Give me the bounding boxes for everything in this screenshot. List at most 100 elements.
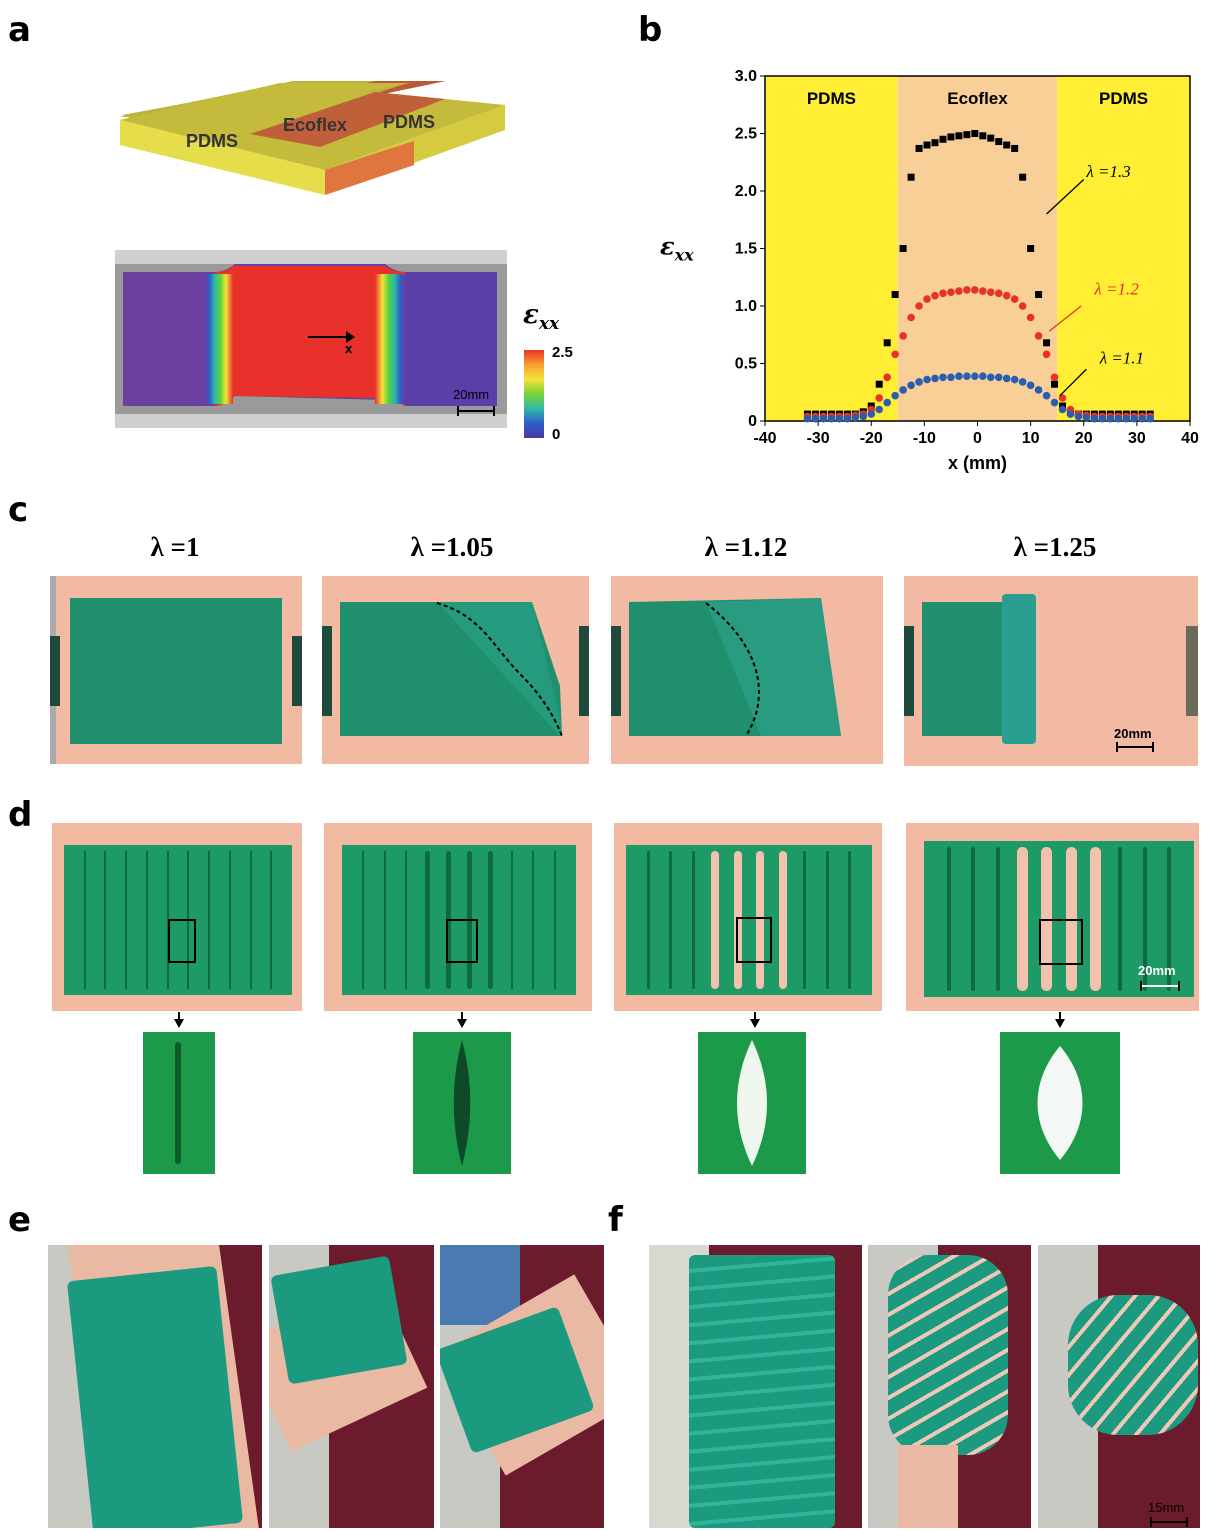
data-point	[1026, 313, 1035, 322]
kirigami-sheet	[626, 845, 872, 995]
data-point	[931, 139, 939, 147]
stretch-label-c2: λ =1.05	[410, 532, 494, 562]
panel-label-e: e	[8, 1200, 32, 1240]
data-point	[915, 378, 923, 386]
scale-label-c: 20mm	[1114, 726, 1152, 741]
data-point	[994, 289, 1003, 298]
data-point	[899, 245, 907, 252]
data-point	[1002, 374, 1011, 383]
arrow-label: x	[345, 341, 353, 356]
stretch-label-c1: λ =1	[150, 532, 200, 562]
data-point	[803, 414, 812, 423]
data-point	[1090, 414, 1099, 423]
region-label-1: Ecoflex	[947, 89, 1008, 108]
panel-label-b: b	[638, 10, 663, 50]
strain-map-photo: x 20mm	[115, 250, 507, 428]
colorbar-max: 2.5	[552, 344, 573, 361]
slot-cut	[946, 847, 951, 991]
scale-label-a: 20mm	[453, 387, 490, 402]
region-label-2: PDMS	[1099, 89, 1148, 108]
data-point	[939, 135, 947, 143]
data-point	[883, 373, 891, 382]
slot-cut	[145, 851, 148, 989]
data-point	[1058, 405, 1067, 414]
data-point	[891, 291, 899, 298]
data-point	[939, 373, 947, 382]
slot-cut	[553, 851, 556, 989]
data-point	[986, 373, 995, 382]
data-point	[963, 131, 971, 139]
slot-cut	[249, 851, 252, 989]
slot-cut	[511, 851, 514, 989]
data-point	[923, 375, 931, 384]
data-point	[819, 414, 828, 423]
zoom-d3	[698, 1032, 806, 1174]
zoom-arrow-2	[457, 1012, 467, 1028]
data-point	[1098, 414, 1107, 423]
y-axis-label: εxx	[660, 232, 694, 265]
data-point	[1114, 414, 1123, 423]
photo-e2	[269, 1245, 434, 1528]
x-tick-label: -20	[860, 430, 883, 447]
x-tick-label: 0	[973, 430, 982, 447]
data-point	[987, 134, 995, 142]
colorbar-title: εxx	[523, 300, 560, 335]
data-point	[883, 339, 891, 347]
slot-cut	[691, 851, 695, 989]
photo-d3	[614, 823, 882, 1011]
slot-cut	[1142, 847, 1147, 991]
zoom-arrow-1	[174, 1012, 184, 1028]
data-point	[1018, 378, 1027, 386]
data-point	[955, 132, 963, 140]
data-point	[1122, 414, 1131, 423]
data-point	[891, 350, 899, 359]
x-tick-label: -40	[753, 430, 776, 447]
photo-d1	[52, 823, 302, 1011]
scale-label-f: 15mm	[1148, 1500, 1185, 1515]
slot-cut	[825, 851, 829, 989]
data-point	[986, 288, 995, 296]
zoom-box	[736, 917, 772, 963]
data-point	[899, 386, 907, 394]
data-point	[827, 414, 836, 423]
data-point	[1026, 381, 1035, 390]
data-point	[875, 380, 883, 388]
panel-label-d: d	[8, 795, 33, 835]
data-point	[915, 144, 923, 152]
x-axis-label: x (mm)	[948, 453, 1007, 473]
data-point	[907, 381, 915, 390]
colorbar	[524, 350, 544, 438]
slot-cut	[803, 851, 807, 989]
slot-cut	[362, 851, 365, 989]
data-point	[1042, 350, 1051, 359]
data-point	[1066, 410, 1075, 418]
photo-c3	[611, 576, 883, 764]
data-point	[947, 133, 955, 141]
slot-cut	[383, 851, 386, 989]
annotation-leader	[1046, 179, 1085, 215]
data-point	[931, 374, 939, 383]
stretch-label-c4: λ =1.25	[1013, 532, 1097, 562]
data-point	[1146, 414, 1154, 423]
arrowhead-icon	[346, 331, 355, 343]
data-point	[1003, 141, 1011, 149]
slot-cut	[104, 851, 107, 989]
block-label-pdms-right: PDMS	[383, 112, 436, 132]
data-point	[995, 138, 1003, 146]
photo-c1	[50, 576, 302, 764]
slot-cut	[424, 851, 430, 989]
photo-f1	[649, 1245, 862, 1528]
photo-c4: 20mm	[904, 576, 1198, 766]
data-point	[971, 130, 979, 137]
data-point	[859, 412, 868, 421]
photo-e1	[48, 1245, 262, 1528]
data-point	[923, 295, 931, 303]
y-tick-label: 2.5	[735, 126, 757, 143]
photo-f2	[868, 1245, 1031, 1528]
slot-cut	[711, 851, 720, 989]
region-0	[765, 76, 898, 421]
slot-cut	[995, 847, 1000, 991]
block-3d-main	[120, 83, 505, 195]
slot-cut	[778, 851, 787, 989]
green-sheet	[70, 598, 282, 744]
